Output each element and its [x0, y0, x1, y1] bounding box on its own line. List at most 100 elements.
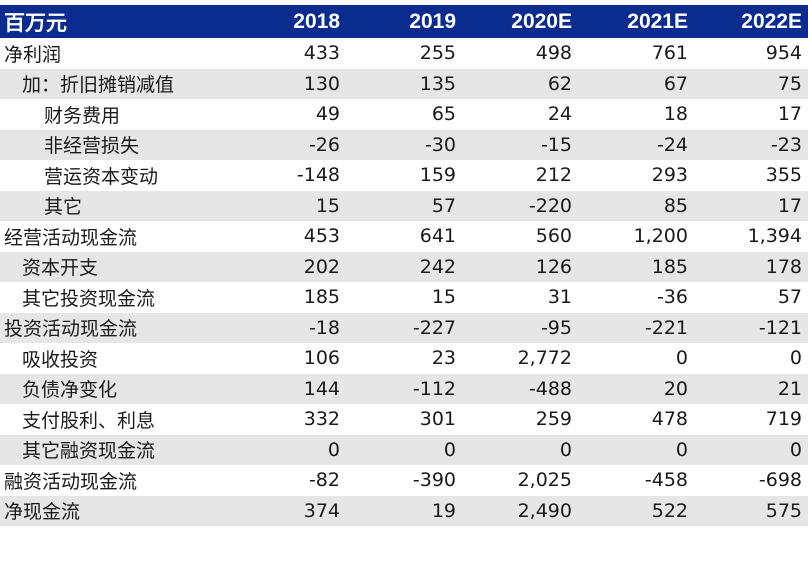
row-value-2019: 23	[346, 343, 462, 374]
row-value-2020e: 498	[462, 38, 578, 69]
top-spacer	[0, 0, 808, 5]
row-value-2018: -18	[230, 312, 346, 344]
header-unit-label: 百万元	[4, 11, 67, 35]
row-value-2020e: -488	[462, 373, 578, 405]
row-value-2021e: 761	[578, 38, 694, 69]
table-body: 净利润 433 255 498 761 954 加：折旧摊销减值 130 135 62 67 75 财务…	[0, 38, 808, 527]
row-value-2022e: 954	[694, 38, 808, 69]
row-value-2020e: -15	[462, 129, 578, 161]
row-value-2019: 255	[346, 38, 462, 69]
table-row: 其它投资现金流 185 15 31 -36 57	[0, 282, 808, 313]
row-value-2020e: -95	[462, 312, 578, 344]
row-value-2022e: 21	[694, 373, 808, 405]
table-row: 经营活动现金流 453 641 560 1,200 1,394	[0, 221, 808, 252]
row-value-2018: 202	[230, 251, 346, 283]
row-value-2020e: 259	[462, 404, 578, 435]
row-value-2021e: 18	[578, 99, 694, 130]
row-label: 吸收投资	[0, 343, 230, 374]
row-value-2021e: 293	[578, 160, 694, 191]
row-value-2018: 49	[230, 99, 346, 130]
row-value-2020e: 212	[462, 160, 578, 191]
row-value-2019: 135	[346, 68, 462, 100]
row-value-2018: 0	[230, 434, 346, 466]
header-year-2019: 2019	[409, 9, 456, 33]
row-value-2019: 65	[346, 99, 462, 130]
table-row: 营运资本变动 -148 159 212 293 355	[0, 160, 808, 191]
row-value-2020e: 2,772	[462, 343, 578, 374]
row-value-2020e: 31	[462, 282, 578, 313]
row-value-2020e: 62	[462, 68, 578, 100]
row-value-2020e: 2,025	[462, 465, 578, 496]
row-label: 负债净变化	[0, 373, 230, 405]
row-value-2020e: -220	[462, 190, 578, 222]
row-value-2019: 641	[346, 221, 462, 252]
row-value-2021e: 85	[578, 190, 694, 222]
row-label: 资本开支	[0, 251, 230, 283]
row-value-2021e: 20	[578, 373, 694, 405]
row-value-2022e: 75	[694, 68, 808, 100]
row-value-2019: 159	[346, 160, 462, 191]
row-value-2018: 130	[230, 68, 346, 100]
row-value-2018: 433	[230, 38, 346, 69]
header-row: 百万元 2018 2019 2020E 2021E 2022E	[0, 5, 808, 38]
header-year-2018: 2018	[293, 9, 340, 33]
row-value-2021e: -221	[578, 312, 694, 344]
row-value-2021e: -36	[578, 282, 694, 313]
row-value-2022e: 0	[694, 343, 808, 374]
row-value-2019: -227	[346, 312, 462, 344]
row-value-2018: 185	[230, 282, 346, 313]
row-value-2018: -82	[230, 465, 346, 496]
row-label: 净利润	[0, 38, 230, 69]
row-value-2022e: 178	[694, 251, 808, 283]
row-value-2018: 332	[230, 404, 346, 435]
row-label: 支付股利、利息	[0, 404, 230, 435]
row-value-2021e: 1,200	[578, 221, 694, 252]
header-year-2022e: 2022E	[741, 9, 802, 33]
row-value-2021e: 0	[578, 434, 694, 466]
table-row: 吸收投资 106 23 2,772 0 0	[0, 343, 808, 374]
row-label: 经营活动现金流	[0, 221, 230, 252]
row-value-2022e: 17	[694, 190, 808, 222]
table-row: 支付股利、利息 332 301 259 478 719	[0, 404, 808, 435]
row-value-2022e: 1,394	[694, 221, 808, 252]
row-value-2019: -30	[346, 129, 462, 161]
row-value-2022e: -698	[694, 465, 808, 496]
row-value-2020e: 560	[462, 221, 578, 252]
row-value-2018: 374	[230, 495, 346, 527]
row-value-2020e: 0	[462, 434, 578, 466]
row-value-2022e: 57	[694, 282, 808, 313]
row-value-2022e: 355	[694, 160, 808, 191]
row-label: 其它投资现金流	[0, 282, 230, 313]
row-value-2019: 15	[346, 282, 462, 313]
row-label: 非经营损失	[0, 129, 230, 161]
row-label: 净现金流	[0, 495, 230, 527]
table-header: 百万元 2018 2019 2020E 2021E 2022E	[0, 5, 808, 38]
row-label: 加：折旧摊销减值	[0, 68, 230, 100]
table-row: 净现金流 374 19 2,490 522 575	[0, 495, 808, 527]
row-value-2021e: 67	[578, 68, 694, 100]
header-year-2021e: 2021E	[627, 9, 688, 33]
row-label: 融资活动现金流	[0, 465, 230, 496]
row-value-2022e: 719	[694, 404, 808, 435]
table-row: 负债净变化 144 -112 -488 20 21	[0, 373, 808, 405]
row-value-2022e: 0	[694, 434, 808, 466]
row-value-2022e: 575	[694, 495, 808, 527]
row-value-2018: -148	[230, 160, 346, 191]
row-value-2019: -112	[346, 373, 462, 405]
row-value-2021e: -24	[578, 129, 694, 161]
row-value-2022e: 17	[694, 99, 808, 130]
row-label: 财务费用	[0, 99, 230, 130]
row-value-2021e: -458	[578, 465, 694, 496]
row-label: 营运资本变动	[0, 160, 230, 191]
table-row: 其它融资现金流 0 0 0 0 0	[0, 434, 808, 466]
row-value-2021e: 185	[578, 251, 694, 283]
row-value-2020e: 2,490	[462, 495, 578, 527]
row-value-2019: 301	[346, 404, 462, 435]
table-row: 其它 15 57 -220 85 17	[0, 190, 808, 222]
row-label: 其它	[0, 190, 230, 222]
row-value-2018: 453	[230, 221, 346, 252]
table-row: 加：折旧摊销减值 130 135 62 67 75	[0, 68, 808, 100]
row-value-2022e: -23	[694, 129, 808, 161]
row-value-2018: 106	[230, 343, 346, 374]
